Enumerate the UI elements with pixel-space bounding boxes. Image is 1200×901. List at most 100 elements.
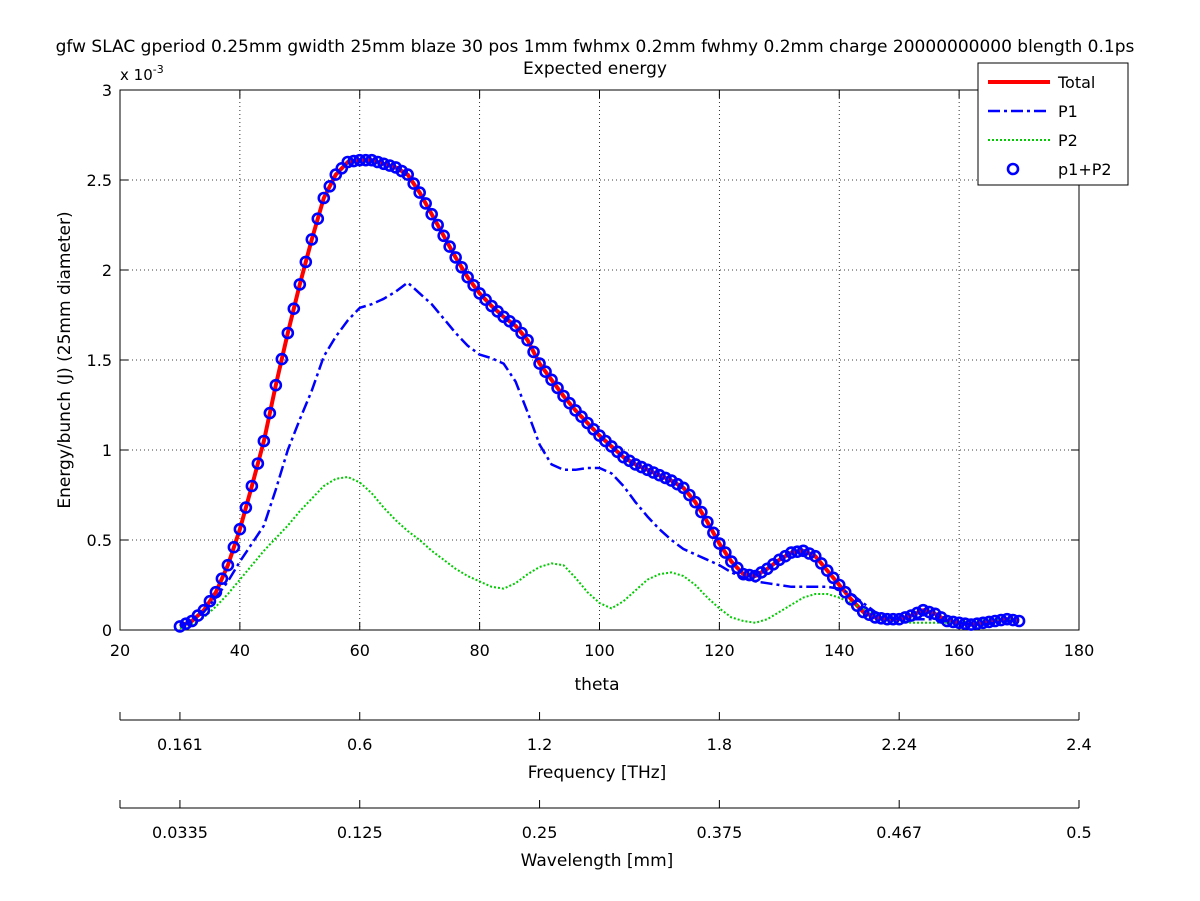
series-p1-p2-point	[832, 578, 846, 592]
series-p1-p2-point	[988, 614, 1002, 628]
series-p1-p2-point	[695, 505, 708, 519]
x-tick-label: 80	[469, 641, 489, 660]
series-p1-p2-point	[251, 457, 265, 470]
axis-tick-label: 1.8	[707, 735, 732, 754]
axis-tick-label: 1.2	[527, 735, 552, 754]
series-p1-p2-point	[257, 434, 271, 448]
secondary-axes: 0.161 0.6 1.2 1.8 2.24 2.4 Frequency [THz] 0.03…	[119, 712, 1092, 871]
series-p1-p2-point	[347, 154, 361, 168]
series-p1-p2-point	[820, 564, 834, 577]
series-p1-p2-point	[982, 615, 996, 629]
series-p1-p2-point	[227, 540, 241, 554]
series-p1-p2-point	[790, 545, 804, 559]
series-p1-p2-point	[359, 153, 373, 167]
axis-tick-label: 0.0335	[152, 823, 208, 842]
axis-tick-label: 0.6	[347, 735, 372, 754]
series-p1-p2-point	[952, 616, 966, 630]
series-p1-p2-point	[269, 378, 283, 392]
series-p1-p2-point	[443, 240, 456, 253]
series-p1-p2-point	[880, 612, 894, 626]
series-p1-p2-point	[221, 558, 235, 572]
y-tick-label: 2	[102, 261, 112, 280]
series-p1-p2-point	[808, 549, 822, 563]
series-p1-p2-point	[677, 481, 690, 495]
series-p1-p2-point	[419, 197, 432, 210]
series-p1-p2-point	[527, 345, 540, 359]
series-p1-p2-point	[197, 603, 211, 617]
series-p1-p2-point	[341, 155, 355, 169]
y-tick-label: 0.5	[87, 531, 112, 550]
series-p1-p2-point	[904, 609, 918, 622]
axis-frequency-thz: 0.161 0.6 1.2 1.8 2.24 2.4 Frequency [THz]	[119, 712, 1092, 783]
series-p1-p2-point	[233, 522, 247, 536]
series-p1-p2-point	[964, 618, 978, 631]
series-p1-p2-point	[635, 460, 648, 474]
legend: Total P1 P2 p1+P2	[977, 62, 1129, 186]
series-p1-p2-point	[239, 501, 253, 514]
series-p1-p2-point	[683, 488, 696, 502]
y-tick-label: 1.5	[87, 351, 112, 370]
x-axis-label: theta	[575, 675, 620, 695]
series-p1-p2-point	[557, 389, 570, 403]
x-tick-label: 160	[944, 641, 975, 660]
series-p1-p2	[173, 153, 1026, 633]
series-p1-p2-point	[1000, 612, 1014, 626]
series-p1-p2-point	[970, 617, 984, 631]
series-p1-p2-point	[431, 218, 444, 232]
y-tick-label: 2.5	[87, 171, 112, 190]
x-tick-label: 140	[824, 641, 855, 660]
series-p1-p2-point	[287, 302, 301, 316]
axis-wavelength-mm: 0.0335 0.125 0.25 0.375 0.467 0.5 Wavelength […	[119, 800, 1092, 871]
series-p1-p2-point	[401, 168, 415, 181]
legend-label-p2: P2	[1058, 131, 1078, 150]
chart-title: gfw SLAC gperiod 0.25mm gwidth 25mm blaz…	[56, 37, 1135, 57]
series-p1-p2-point	[713, 537, 726, 550]
series-p1-p2-point	[940, 614, 954, 628]
x-tick-label: 180	[1064, 641, 1095, 660]
series-p1-p2-point	[281, 326, 295, 340]
x-tick-label: 40	[230, 641, 250, 660]
legend-marker-p1-p2	[1006, 162, 1020, 176]
series-p1-p2-point	[814, 557, 828, 570]
axis-tick-label: 0.25	[522, 823, 558, 842]
series-p1-p2-point	[563, 396, 576, 410]
axis-title: Wavelength [mm]	[521, 851, 674, 871]
series-p1-p2-point	[407, 177, 420, 190]
series-p1-p2-point	[293, 278, 307, 291]
y-tick-label: 1	[102, 441, 112, 460]
series-p1-p2-point	[275, 352, 289, 366]
series-p1-p2-point	[689, 495, 702, 509]
series-p1-p2-point	[305, 233, 319, 246]
series-p1-p2-point	[653, 468, 666, 482]
axis-tick-label: 2.24	[881, 735, 917, 754]
series-p1-p2-point	[209, 585, 223, 599]
series-p1-p2-point	[784, 546, 798, 559]
legend-label-p1: P1	[1058, 102, 1078, 121]
series-p1-p2-point	[659, 471, 672, 485]
series-p1-p2-point	[467, 278, 480, 292]
series-p2-line	[179, 476, 1020, 630]
series-layer	[173, 153, 1026, 633]
series-p1-p2-point	[383, 159, 397, 172]
series-p1-p2-point	[641, 463, 654, 477]
series-p1-p2-point	[461, 270, 474, 284]
axis-tick-label: 0.161	[157, 735, 203, 754]
series-p1-p2-point	[922, 605, 936, 619]
chart-subtitle: Expected energy	[523, 59, 667, 79]
axis-tick-label: 0.467	[876, 823, 922, 842]
series-p1-p2-point	[796, 544, 810, 558]
x-tick-label: 60	[350, 641, 370, 660]
series-p1-p2-point	[425, 207, 438, 221]
series-p1-p2-point	[353, 153, 367, 167]
series-p1-p2-point	[179, 617, 193, 631]
series-p1-p2-point	[515, 326, 528, 340]
series-p1-p2-point	[701, 515, 714, 529]
series-p1-p2-point	[455, 260, 468, 274]
series-p2	[179, 476, 1020, 630]
series-p1-p2-point	[707, 526, 720, 540]
axis-tick-label: 0.375	[696, 823, 742, 842]
series-p1-p2-point	[862, 608, 876, 622]
axis-tick-label: 0.5	[1066, 823, 1091, 842]
series-p1-p2-point	[916, 603, 930, 617]
series-p1-p2-point	[910, 606, 924, 620]
